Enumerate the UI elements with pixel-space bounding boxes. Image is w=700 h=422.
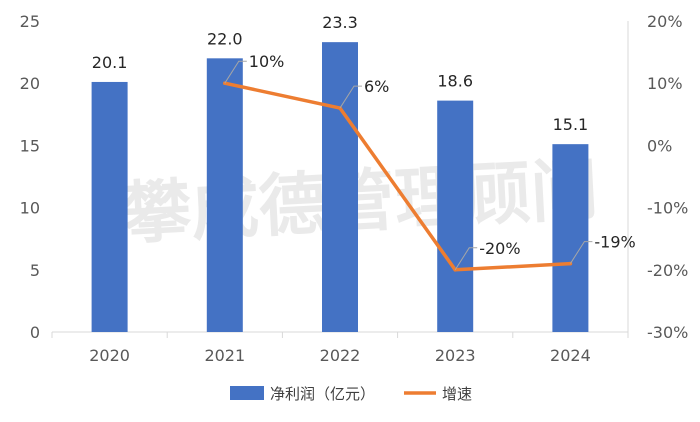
line-data-label: -20% xyxy=(479,239,520,258)
line-data-label: 10% xyxy=(249,52,285,71)
legend-swatch-bar xyxy=(230,386,264,400)
bar-data-label: 15.1 xyxy=(553,115,589,134)
x-tick-label: 2024 xyxy=(550,346,591,365)
bar xyxy=(206,58,243,332)
x-tick-label: 2020 xyxy=(89,346,130,365)
bar xyxy=(552,144,589,332)
legend-label-bar: 净利润（亿元） xyxy=(270,385,375,403)
line-data-label: 6% xyxy=(364,77,389,96)
bar xyxy=(437,100,474,332)
y-right-tick-label: -10% xyxy=(647,199,688,218)
data-labels: 20.1 22.0 23.3 18.6 15.1 10% 6% -20% -19% xyxy=(92,13,636,271)
y-left-tick-label: 5 xyxy=(30,261,40,280)
y-right-tick-label: 10% xyxy=(647,74,683,93)
leader-line xyxy=(454,247,478,271)
y-left-tick-label: 15 xyxy=(20,136,40,155)
bar-data-label: 23.3 xyxy=(322,13,358,32)
leader-line xyxy=(569,241,593,264)
y-left-tick-label: 0 xyxy=(30,323,40,342)
y-right-tick-label: 20% xyxy=(647,12,683,31)
bar-data-label: 18.6 xyxy=(437,72,473,91)
y-left-tick-label: 10 xyxy=(20,199,40,218)
bar-series xyxy=(91,42,589,333)
x-tick-label: 2022 xyxy=(320,346,361,365)
y-right-tick-label: -30% xyxy=(647,323,688,342)
y-left-tick-label: 25 xyxy=(20,12,40,31)
y-left-tick-label: 20 xyxy=(20,74,40,93)
growth-line xyxy=(224,81,571,272)
axes: 0 5 10 15 20 25 -30% -20% -10% 0% 10% 20% 2020 2021 20… xyxy=(20,12,689,365)
watermark: 攀成德管理顾问 xyxy=(121,151,600,255)
bar-data-label: 22.0 xyxy=(207,29,243,48)
line-data-label: -19% xyxy=(594,233,635,252)
bar xyxy=(322,42,358,332)
legend: 净利润（亿元） 增速 xyxy=(230,385,472,403)
y-right-tick-label: 0% xyxy=(647,136,672,155)
x-tick-label: 2021 xyxy=(204,346,245,365)
legend-label-line: 增速 xyxy=(442,385,472,403)
x-tick-label: 2023 xyxy=(435,346,476,365)
bar-data-label: 20.1 xyxy=(92,53,128,72)
leader-line xyxy=(339,85,362,109)
y-right-tick-label: -20% xyxy=(647,261,688,280)
bar xyxy=(91,81,128,333)
leader-line xyxy=(224,60,247,84)
